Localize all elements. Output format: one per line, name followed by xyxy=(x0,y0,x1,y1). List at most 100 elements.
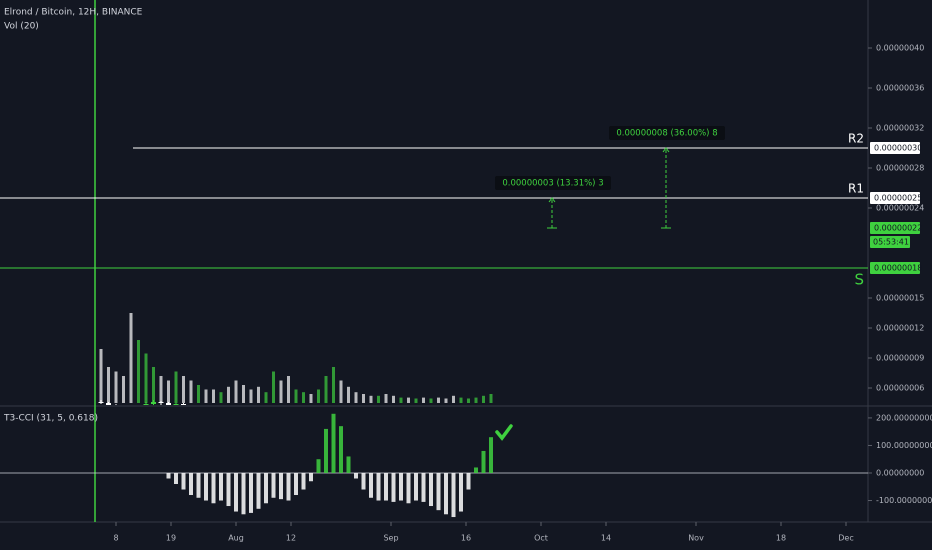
y-tick-label: 0.00000009 xyxy=(876,354,924,363)
volume-bar xyxy=(384,394,388,403)
y-tick-label: 200.00000000 xyxy=(876,413,932,422)
x-tick-label: 18 xyxy=(776,534,786,543)
y-tick-label: 0.00000032 xyxy=(876,124,924,133)
candle-body xyxy=(158,402,164,403)
volume-bar xyxy=(159,376,163,403)
volume-bar xyxy=(444,398,448,403)
y-tick-label: 0.00000006 xyxy=(876,384,924,393)
y-tick-label: 0.00000000 xyxy=(876,468,924,477)
level-price: 0.00000025 xyxy=(874,194,922,203)
volume-bar xyxy=(414,398,418,403)
level-price: 0.00000030 xyxy=(874,144,922,153)
indicator-title: T3-CCI (31, 5, 0.618) xyxy=(3,414,98,424)
volume-bar xyxy=(227,386,230,403)
oscillator-bar xyxy=(309,472,313,482)
oscillator-bar xyxy=(264,472,268,504)
volume-bar xyxy=(489,394,493,403)
candle-body xyxy=(166,403,171,405)
volume-bar xyxy=(144,353,148,403)
candle-body xyxy=(181,404,186,405)
oscillator-bar xyxy=(354,472,358,479)
oscillator-bar xyxy=(451,472,456,518)
oscillator-bar xyxy=(429,472,433,507)
oscillator-bar xyxy=(249,472,253,513)
y-tick-label: 0.00000015 xyxy=(876,294,924,303)
volume-bar xyxy=(294,389,298,403)
symbol-title: Elrond / Bitcoin, 12H, BINANCE xyxy=(4,8,143,18)
x-tick-label: Sep xyxy=(383,534,398,543)
oscillator-bar xyxy=(256,472,261,509)
volume-bar xyxy=(467,398,470,403)
arrow-head xyxy=(548,197,556,203)
oscillator-bar xyxy=(489,437,493,473)
volume-bar xyxy=(309,394,313,403)
measure-box xyxy=(609,126,725,140)
oscillator-bar xyxy=(361,472,366,490)
volume-bar xyxy=(152,367,155,403)
measure-box xyxy=(495,176,611,190)
oscillator-bar xyxy=(339,426,343,473)
oscillator-bar xyxy=(241,472,246,515)
measure-label: 0.00000003 (13.31%) 3 xyxy=(502,179,603,189)
volume-bar xyxy=(212,389,215,403)
check-icon xyxy=(495,424,513,441)
oscillator-bar xyxy=(196,472,201,498)
level-name: R1 xyxy=(848,182,864,196)
arrow-head xyxy=(662,147,670,153)
oscillator-bar xyxy=(444,472,448,515)
oscillator-bar xyxy=(286,472,291,501)
oscillator-bar xyxy=(181,472,186,490)
volume-bar xyxy=(452,395,455,403)
volume-bar xyxy=(249,389,253,403)
volume-bar xyxy=(137,340,140,403)
oscillator-bar xyxy=(301,472,306,490)
x-tick-label: Oct xyxy=(534,534,548,543)
volume-bar xyxy=(377,395,380,403)
oscillator-bar xyxy=(406,472,411,504)
volume-bar xyxy=(302,392,305,403)
candle-body xyxy=(143,404,149,405)
oscillator-bar xyxy=(399,472,403,501)
level-price-box xyxy=(870,142,920,154)
volume-bar xyxy=(107,367,110,403)
level-price: 0.00000018 xyxy=(874,264,922,273)
volume-bar xyxy=(234,380,238,403)
oscillator-bar xyxy=(211,472,216,504)
volume-bar xyxy=(129,313,133,403)
volume-bar xyxy=(242,385,245,403)
level-price-box xyxy=(870,192,920,204)
x-tick-label: 12 xyxy=(286,534,296,543)
y-tick-label: 0.00000040 xyxy=(876,44,924,53)
oscillator-bar xyxy=(279,472,283,500)
volume-bar xyxy=(429,398,433,403)
volume-bar xyxy=(407,397,410,403)
oscillator-bar xyxy=(474,467,478,473)
volume-bar xyxy=(437,397,440,403)
y-tick-label: -100.00000000 xyxy=(876,496,932,505)
level-price-box xyxy=(870,262,920,274)
volume-bar xyxy=(189,380,193,403)
countdown-box xyxy=(870,236,910,248)
oscillator-bar xyxy=(466,472,471,490)
main-pane: 0.00000003 (13.31%) 3 0.00000008 (36.00%)… xyxy=(0,126,868,405)
level-name: S xyxy=(854,271,864,289)
oscillator-bar xyxy=(436,472,441,511)
axes: 0.00000040 0.00000036 0.00000032 0.00000028… xyxy=(113,44,932,543)
x-tick-label: 14 xyxy=(601,534,611,543)
oscillator-bar xyxy=(414,472,418,501)
oscillator-bar xyxy=(189,472,193,496)
volume-bar xyxy=(114,371,118,403)
volume-bar xyxy=(99,349,103,403)
volume-bar xyxy=(482,395,485,403)
volume-bar xyxy=(317,389,320,403)
countdown: 05:53:41 xyxy=(873,238,909,247)
volume-bar xyxy=(474,397,478,403)
oscillator-bar xyxy=(369,472,373,498)
candle-body xyxy=(98,402,104,403)
y-tick-label: 0.00000012 xyxy=(876,324,924,333)
volume-bar xyxy=(354,392,358,403)
volume-bar xyxy=(122,376,125,403)
volume-bar xyxy=(459,397,463,403)
